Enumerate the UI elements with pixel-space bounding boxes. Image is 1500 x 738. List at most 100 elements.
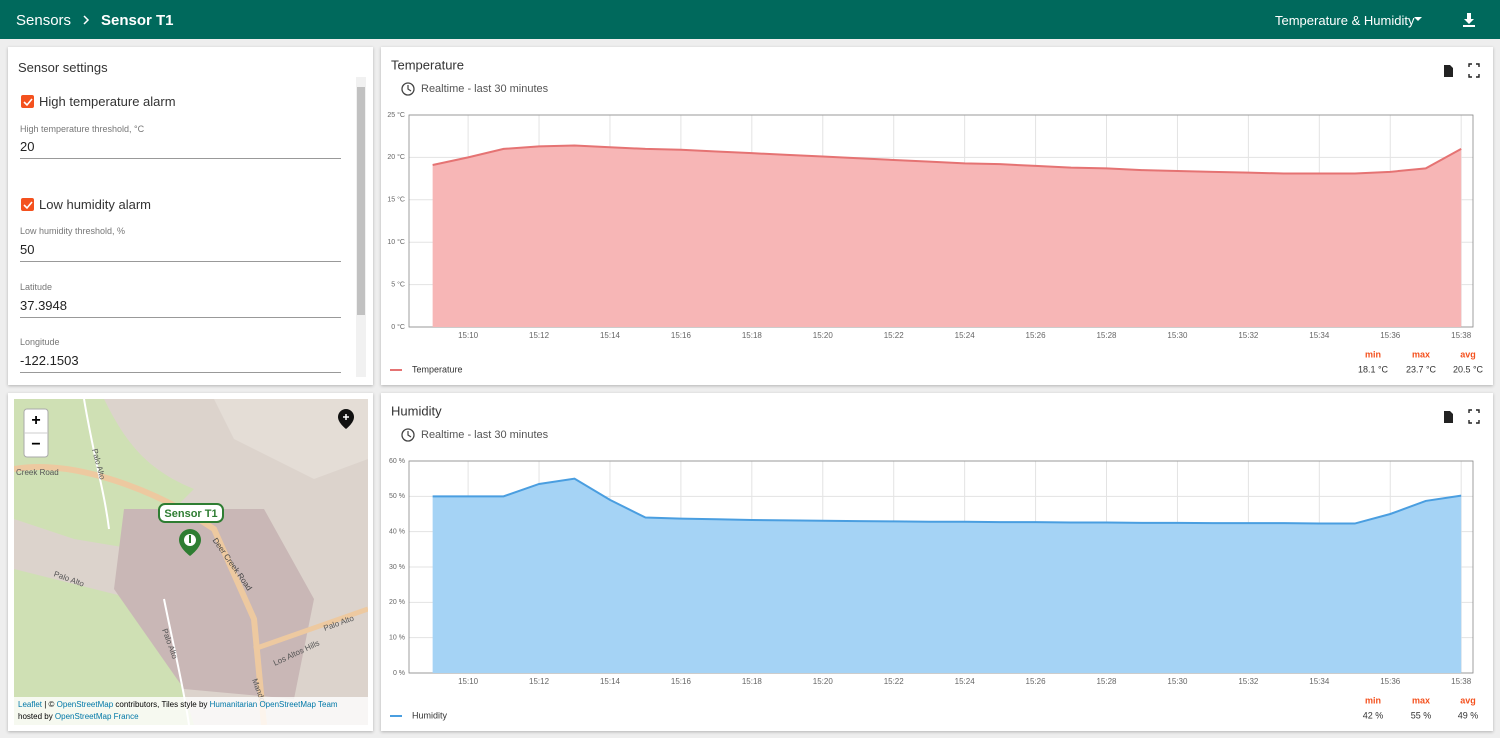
x-tick-label: 15:12 xyxy=(529,331,550,340)
x-tick-label: 15:12 xyxy=(529,677,550,686)
attribution-text: contributors, Tiles style by xyxy=(113,700,209,709)
chart-title: Humidity xyxy=(391,403,442,418)
y-tick-label: 10 °C xyxy=(387,238,405,246)
checkbox[interactable] xyxy=(21,95,34,108)
y-tick-label: 5 °C xyxy=(391,280,405,288)
clock-icon xyxy=(407,85,412,92)
legend-label: Humidity xyxy=(412,710,448,720)
x-tick-label: 15:24 xyxy=(955,331,976,340)
x-tick-label: 15:14 xyxy=(600,677,621,686)
y-tick-label: 50 % xyxy=(389,493,405,500)
stat-label: max xyxy=(1412,695,1430,705)
x-tick-label: 15:18 xyxy=(742,677,763,686)
stat-value: 55 % xyxy=(1411,710,1432,720)
fullscreen-button[interactable] xyxy=(1468,409,1480,424)
x-tick-label: 15:34 xyxy=(1309,677,1330,686)
attribution-text: | © xyxy=(42,700,57,709)
x-tick-label: 15:20 xyxy=(813,677,834,686)
chart-card: Humidity Realtime - last 30 minutes 0 % 10 … xyxy=(381,393,1493,731)
dropdown-arrow xyxy=(1414,17,1422,21)
x-tick-label: 15:32 xyxy=(1238,677,1259,686)
area xyxy=(432,145,1462,327)
checkbox[interactable] xyxy=(21,198,34,211)
area xyxy=(432,478,1462,673)
marker-label: Sensor T1 xyxy=(164,508,217,520)
field-underline xyxy=(20,261,341,262)
stat-value: 49 % xyxy=(1458,710,1479,720)
export-button[interactable] xyxy=(1444,411,1453,423)
field-label: High temperature threshold, °C xyxy=(20,124,145,134)
clock-icon xyxy=(401,82,415,96)
x-tick-label: 15:10 xyxy=(458,677,479,686)
card-title: Sensor settings xyxy=(18,60,108,75)
scrollbar[interactable] xyxy=(356,77,366,377)
x-tick-label: 15:16 xyxy=(671,677,692,686)
settings-card: Sensor settings High temperature alarm H… xyxy=(8,47,373,385)
x-tick-label: 15:28 xyxy=(1096,331,1117,340)
stat-label: min xyxy=(1365,695,1381,705)
chart: Temperature Realtime - last 30 minutes 0 °… xyxy=(387,57,1484,374)
stat-value: 23.7 °C xyxy=(1406,364,1437,374)
field-label: Low humidity threshold, % xyxy=(20,226,126,236)
chart: Humidity Realtime - last 30 minutes 0 % 10 … xyxy=(389,403,1480,720)
download-button[interactable] xyxy=(1461,12,1477,28)
field-value[interactable]: 20 xyxy=(20,139,35,154)
checkbox-label: High temperature alarm xyxy=(39,94,176,109)
breadcrumb-separator xyxy=(83,15,90,25)
x-tick-label: 15:38 xyxy=(1451,331,1472,340)
x-tick-label: 15:36 xyxy=(1380,331,1401,340)
field-label: Longitude xyxy=(20,337,60,347)
map-label: Creek Road xyxy=(16,468,59,477)
field-value[interactable]: 37.3948 xyxy=(20,298,67,313)
x-tick-label: 15:36 xyxy=(1380,677,1401,686)
x-tick-label: 15:24 xyxy=(955,677,976,686)
field-underline xyxy=(20,317,341,318)
stat-label: min xyxy=(1365,349,1381,359)
zoom-in[interactable]: + xyxy=(31,412,40,429)
attribution-link[interactable]: OpenStreetMap France xyxy=(55,712,139,721)
y-tick-label: 30 % xyxy=(389,564,405,571)
x-tick-label: 15:26 xyxy=(1026,331,1047,340)
breadcrumb-link[interactable]: Sensors xyxy=(16,12,72,29)
stat-value: 18.1 °C xyxy=(1358,364,1389,374)
y-tick-label: 15 °C xyxy=(387,196,405,204)
attribution: hosted by OpenStreetMap France xyxy=(18,712,139,721)
chart-title: Temperature xyxy=(391,57,464,72)
clock-icon xyxy=(407,431,412,438)
map-card: Creek Road Palo Alto Palo Alto Deer Cree… xyxy=(8,393,373,731)
y-tick-label: 0 °C xyxy=(391,323,405,331)
stat-label: avg xyxy=(1460,349,1476,359)
map[interactable]: Creek Road Palo Alto Palo Alto Deer Cree… xyxy=(14,399,368,725)
field-value[interactable]: -122.1503 xyxy=(20,353,79,368)
zoom-out[interactable]: − xyxy=(31,436,40,453)
attribution-text: hosted by xyxy=(18,712,55,721)
x-tick-label: 15:14 xyxy=(600,331,621,340)
y-tick-label: 25 °C xyxy=(387,111,405,119)
x-tick-label: 15:22 xyxy=(884,677,905,686)
attribution: Leaflet | © OpenStreetMap contributors, … xyxy=(18,700,338,709)
x-tick-label: 15:30 xyxy=(1167,677,1188,686)
line xyxy=(432,477,1462,525)
field-underline xyxy=(20,372,341,373)
field-underline xyxy=(20,158,341,159)
stat-value: 20.5 °C xyxy=(1453,364,1484,374)
x-tick-label: 15:16 xyxy=(671,331,692,340)
export-button[interactable] xyxy=(1444,65,1453,77)
stat-label: max xyxy=(1412,349,1430,359)
x-tick-label: 15:26 xyxy=(1026,677,1047,686)
x-tick-label: 15:32 xyxy=(1238,331,1259,340)
x-tick-label: 15:34 xyxy=(1309,331,1330,340)
y-tick-label: 20 °C xyxy=(387,153,405,161)
attribution-link[interactable]: Leaflet xyxy=(18,700,43,709)
fullscreen-button[interactable] xyxy=(1468,63,1480,78)
line xyxy=(432,144,1462,175)
field-value[interactable]: 50 xyxy=(20,242,35,257)
attribution-link[interactable]: Humanitarian OpenStreetMap Team xyxy=(210,700,338,709)
attribution-link[interactable]: OpenStreetMap xyxy=(57,700,114,709)
y-tick-label: 60 % xyxy=(389,458,405,465)
stat-label: avg xyxy=(1460,695,1476,705)
dashboard-select[interactable]: Temperature & Humidity xyxy=(1275,13,1415,28)
y-tick-label: 40 % xyxy=(389,529,405,536)
x-tick-label: 15:28 xyxy=(1096,677,1117,686)
